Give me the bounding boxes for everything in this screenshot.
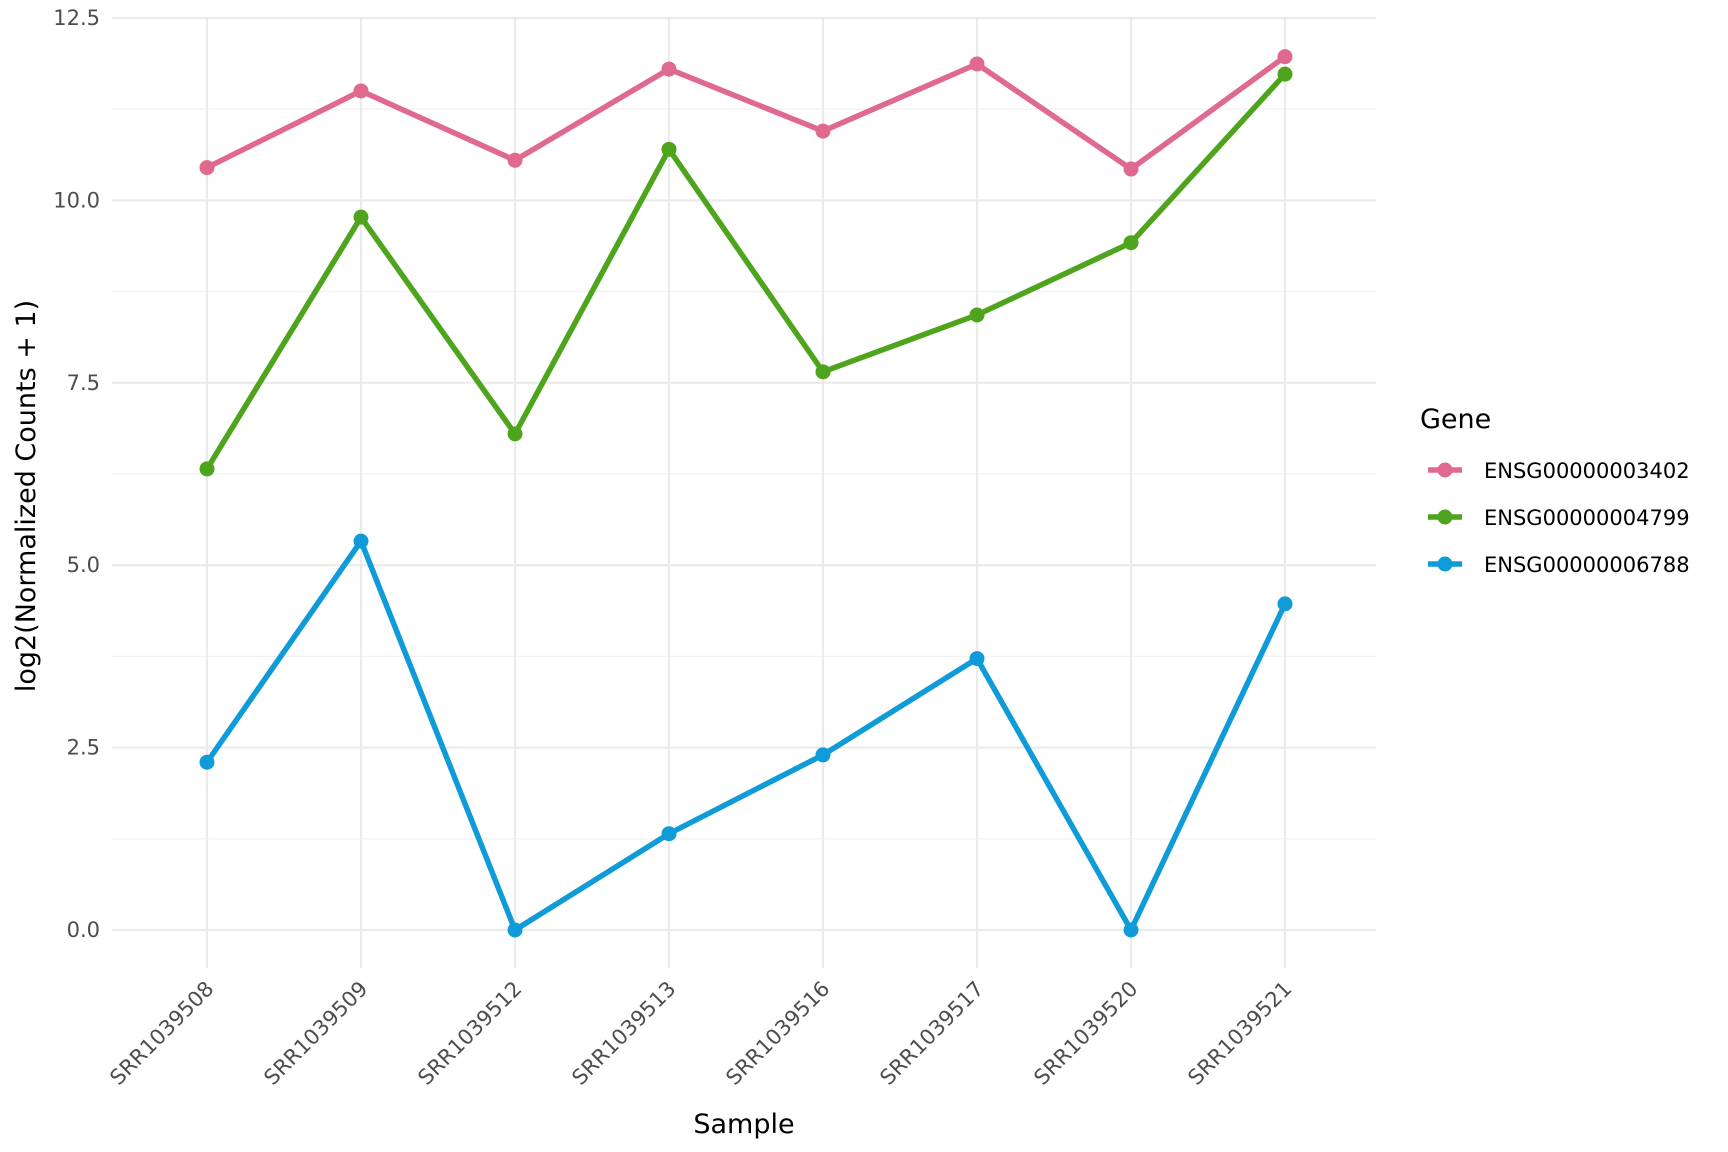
data-point <box>1123 922 1139 938</box>
data-point <box>1123 161 1139 177</box>
x-axis-title: Sample <box>693 1109 794 1140</box>
legend: Gene ENSG00000003402ENSG00000004799ENSG0… <box>1420 404 1690 577</box>
data-point <box>969 56 985 72</box>
major-gridlines <box>112 16 1376 968</box>
data-point <box>969 651 985 667</box>
data-point <box>199 160 215 176</box>
legend-label: ENSG00000006788 <box>1484 553 1690 577</box>
minor-gridlines <box>112 108 1376 840</box>
data-point <box>507 922 523 938</box>
legend-key-point <box>1437 556 1453 572</box>
legend-item: ENSG00000006788 <box>1428 553 1690 577</box>
x-tick-label: SRR1039513 <box>567 977 680 1090</box>
legend-label: ENSG00000003402 <box>1484 459 1690 483</box>
legend-label: ENSG00000004799 <box>1484 506 1690 530</box>
series-layer <box>199 49 1293 938</box>
y-tick-label: 5.0 <box>67 553 100 577</box>
y-axis-title: log2(Normalized Counts + 1) <box>11 300 42 692</box>
y-tick-label: 10.0 <box>53 188 100 212</box>
data-point <box>815 364 831 380</box>
data-point <box>353 209 369 225</box>
x-tick-label: SRR1039517 <box>875 977 988 1090</box>
series-ENSG00000004799 <box>199 66 1293 477</box>
data-point <box>507 426 523 442</box>
x-tick-label: SRR1039521 <box>1183 977 1296 1090</box>
data-point <box>1277 49 1293 65</box>
x-axis-ticks: SRR1039508 SRR1039509 SRR1039512 SRR1039513… <box>105 977 1296 1090</box>
series-line <box>204 72 1288 471</box>
series-line <box>205 54 1287 172</box>
data-point <box>1277 596 1293 612</box>
legend-item: ENSG00000003402 <box>1428 459 1690 483</box>
data-point <box>353 533 369 549</box>
legend-key-point <box>1437 509 1453 525</box>
legend-title: Gene <box>1420 404 1491 435</box>
data-point <box>199 461 215 477</box>
x-tick-label: SRR1039512 <box>413 977 526 1090</box>
y-tick-label: 12.5 <box>53 6 100 30</box>
data-point <box>353 83 369 99</box>
x-tick-label: SRR1039520 <box>1029 977 1142 1090</box>
x-tick-label: SRR1039509 <box>259 977 372 1090</box>
y-tick-label: 7.5 <box>67 371 100 395</box>
y-tick-label: 2.5 <box>67 736 100 760</box>
data-point <box>199 754 215 770</box>
y-tick-label: 0.0 <box>67 918 100 942</box>
x-tick-label: SRR1039516 <box>721 977 834 1090</box>
legend-item: ENSG00000004799 <box>1428 506 1690 530</box>
data-point <box>969 307 985 323</box>
data-point <box>1277 66 1293 82</box>
legend-key-point <box>1437 462 1453 478</box>
x-tick-label: SRR1039508 <box>105 977 218 1090</box>
data-point <box>507 152 523 168</box>
data-point <box>815 747 831 763</box>
data-point <box>661 826 677 842</box>
data-point <box>815 123 831 139</box>
series-ENSG00000006788 <box>199 533 1293 938</box>
data-point <box>661 141 677 157</box>
data-point <box>1123 235 1139 251</box>
series-ENSG00000003402 <box>199 49 1293 177</box>
series-line <box>204 538 1288 933</box>
y-axis-ticks: 0.0 2.5 5.0 7.5 10.0 12.5 <box>53 6 100 942</box>
legend-items: ENSG00000003402 ENSG00000004799 ENSG000000… <box>1428 459 1690 577</box>
data-point <box>661 61 677 77</box>
